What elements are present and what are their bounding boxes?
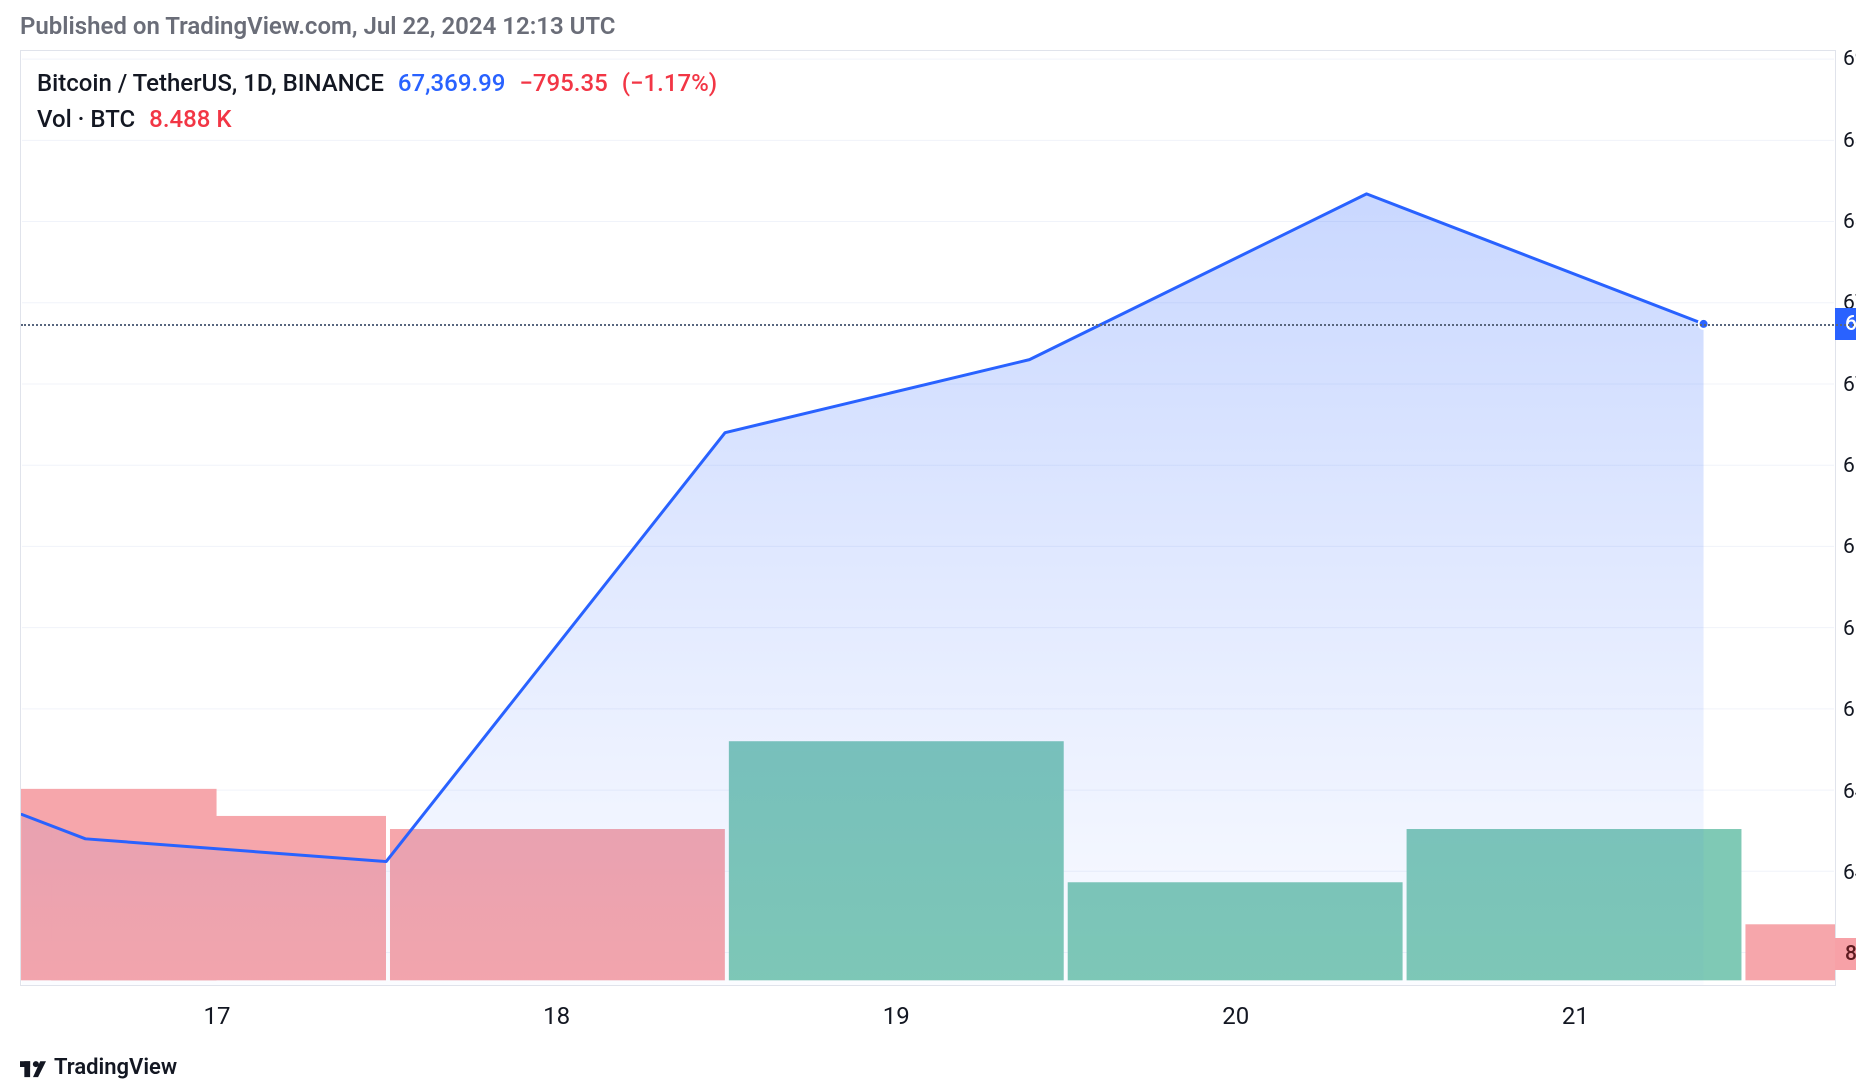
y-axis-tick: 65,000.00 [1843,698,1856,722]
symbol-line: Bitcoin / TetherUS, 1D, BINANCE 67,369.9… [37,65,725,101]
y-axis-tick: 64,500.00 [1843,780,1856,804]
chart-info-overlay: Bitcoin / TetherUS, 1D, BINANCE 67,369.9… [37,65,725,137]
volume-label: Vol · BTC [37,105,135,133]
x-axis-tick: 21 [1562,1002,1589,1030]
x-axis-tick: 17 [204,1002,231,1030]
chart-svg [21,51,1835,985]
chart-container: Bitcoin / TetherUS, 1D, BINANCE 67,369.9… [20,50,1836,986]
y-axis-tick: 65,500.00 [1843,617,1856,641]
volume-value: 8.488 K [149,105,231,133]
tradingview-logo-icon [20,1054,46,1080]
y-axis: 69,000.0068,500.0068,000.0067,500.0067,0… [1835,51,1856,985]
price-area [22,194,1704,985]
x-axis: 171819202122 [20,996,1836,1046]
symbol-text: Bitcoin / TetherUS, 1D, BINANCE [37,69,384,97]
volume-bar [1745,924,1835,980]
x-axis-tick: 20 [1222,1002,1249,1030]
x-axis-tick: 19 [883,1002,910,1030]
change-pct: (−1.17%) [622,69,717,97]
attribution: TradingView [20,1054,177,1080]
volume-axis-flag: 8.488 K [1835,938,1856,970]
change-abs: −795.35 [519,69,607,97]
x-axis-tick: 18 [543,1002,570,1030]
y-axis-tick: 66,500.00 [1843,454,1856,478]
current-price-dotted-line [21,324,1856,326]
attribution-text: TradingView [54,1055,177,1080]
y-axis-tick: 66,000.00 [1843,535,1856,559]
y-axis-tick: 68,000.00 [1843,210,1856,234]
last-price: 67,369.99 [398,69,506,97]
y-axis-tick: 69,000.00 [1843,47,1856,71]
y-axis-tick: 64,000.00 [1843,861,1856,885]
y-axis-tick: 68,500.00 [1843,129,1856,153]
publish-header: Published on TradingView.com, Jul 22, 20… [0,0,1856,48]
publish-text: Published on TradingView.com, Jul 22, 20… [20,12,616,40]
y-axis-tick: 67,000.00 [1843,373,1856,397]
volume-line: Vol · BTC 8.488 K [37,101,725,137]
